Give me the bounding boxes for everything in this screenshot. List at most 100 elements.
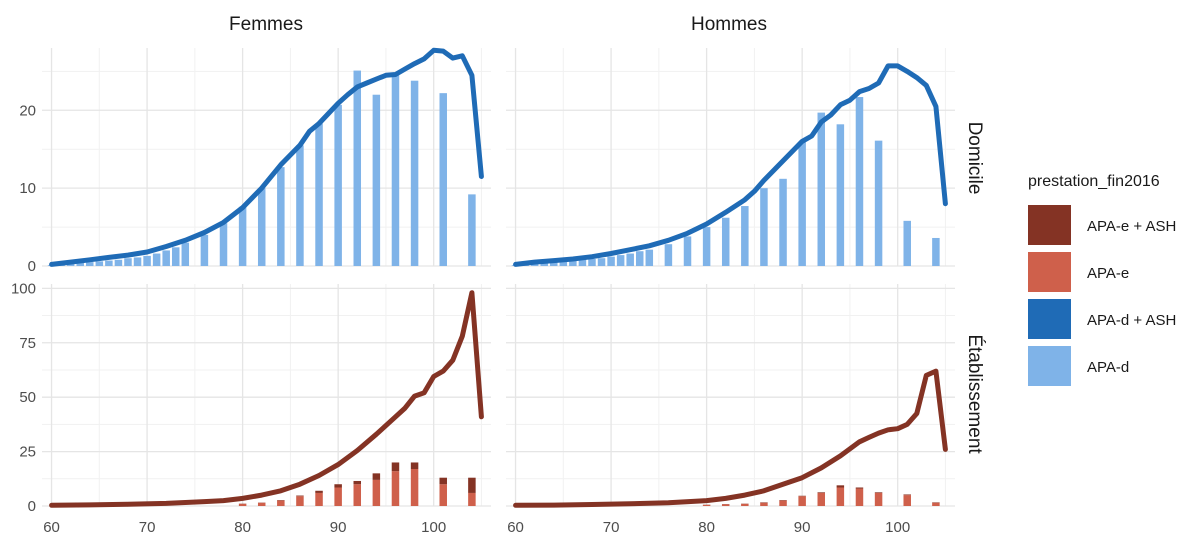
bar xyxy=(200,234,209,266)
bar xyxy=(683,236,692,266)
bar-top xyxy=(855,487,864,489)
bar xyxy=(817,112,826,266)
bar-top xyxy=(410,462,419,469)
bar xyxy=(296,496,304,506)
bar xyxy=(296,145,304,266)
bar-top xyxy=(468,477,476,493)
bar xyxy=(315,123,323,267)
bar-top xyxy=(439,477,447,485)
y-tick-label: 0 xyxy=(28,498,36,515)
bar xyxy=(114,259,123,266)
bar xyxy=(124,258,132,266)
legend-label: APA-e + ASH xyxy=(1087,218,1176,235)
bar xyxy=(597,258,606,266)
bar xyxy=(779,178,787,266)
bar xyxy=(372,479,381,506)
bar xyxy=(468,492,476,506)
bar xyxy=(721,217,730,266)
bar xyxy=(836,124,845,266)
bar xyxy=(798,142,806,266)
bar xyxy=(932,502,940,506)
bar xyxy=(550,262,558,266)
legend-swatch xyxy=(1028,252,1071,292)
bar xyxy=(105,260,113,266)
bar xyxy=(86,262,94,266)
bar xyxy=(932,237,940,266)
bar xyxy=(540,262,548,266)
facet-strip-femmes: Femmes xyxy=(229,14,303,35)
legend-swatch xyxy=(1028,205,1071,245)
bar xyxy=(334,104,342,266)
bar xyxy=(836,487,845,506)
bar xyxy=(353,70,362,266)
legend-label: APA-d xyxy=(1087,359,1129,376)
bar xyxy=(588,258,596,266)
x-tick-label: 100 xyxy=(421,519,446,536)
legend-label: APA-e xyxy=(1087,265,1129,282)
x-tick-label: 100 xyxy=(885,519,910,536)
bar xyxy=(874,140,883,266)
bar xyxy=(66,263,75,266)
bar xyxy=(410,469,419,506)
bar xyxy=(181,242,190,266)
bar xyxy=(439,93,447,267)
legend-swatch xyxy=(1028,299,1071,339)
facet-strip-etablissement: Établissement xyxy=(964,334,985,454)
bar xyxy=(578,259,587,266)
bar xyxy=(277,167,285,266)
bar xyxy=(760,188,768,266)
panel-femmes-etablissement: 0 25 50 75 100 60 70 80 90 100 xyxy=(11,280,491,536)
bar-top xyxy=(817,492,826,493)
x-tick-label: 90 xyxy=(330,519,347,536)
bar xyxy=(635,251,644,266)
series-line xyxy=(513,368,948,508)
panel-hommes-domicile xyxy=(506,48,955,267)
x-tick-label: 60 xyxy=(43,519,60,536)
bar xyxy=(855,97,864,266)
facet-strip-hommes: Hommes xyxy=(691,14,767,35)
legend-items: APA-e + ASH APA-e APA-d + ASH APA-d xyxy=(1028,205,1176,386)
bar-top xyxy=(353,480,362,485)
bar xyxy=(171,247,180,266)
bar-top xyxy=(903,494,911,496)
x-tick-label: 90 xyxy=(794,519,811,536)
bar xyxy=(257,188,266,266)
bar-top xyxy=(315,490,323,493)
series-line xyxy=(513,63,948,267)
y-tick-label: 50 xyxy=(19,389,36,406)
bar xyxy=(569,260,577,266)
bar xyxy=(152,253,161,266)
legend-label: APA-d + ASH xyxy=(1087,312,1176,329)
bar-top xyxy=(391,462,400,472)
bar xyxy=(741,503,749,506)
bar-top xyxy=(836,485,845,488)
panel-hommes-etablissement: 60 70 80 90 100 xyxy=(506,284,955,536)
x-tick-label: 70 xyxy=(139,519,156,536)
bar xyxy=(372,94,381,266)
bar xyxy=(238,503,247,506)
bar xyxy=(645,249,654,266)
bar xyxy=(219,223,228,266)
bar xyxy=(817,492,826,506)
bar xyxy=(559,261,568,266)
bar xyxy=(410,80,419,266)
bar xyxy=(874,492,883,506)
bar xyxy=(238,206,247,266)
bar xyxy=(143,255,151,266)
legend-swatch xyxy=(1028,346,1071,386)
bar-top xyxy=(334,484,342,488)
bar xyxy=(607,256,615,266)
panels-layer: 0 10 20 0 25 50 75 100 60 70 80 90 100 60 70 80 90 100 xyxy=(11,47,955,536)
bar xyxy=(257,502,266,506)
bar xyxy=(721,504,730,506)
bar xyxy=(779,500,787,506)
bar xyxy=(760,502,768,506)
bar xyxy=(277,500,285,506)
panel-femmes-domicile: 0 10 20 xyxy=(19,47,491,275)
bar xyxy=(353,484,362,506)
facet-strip-domicile: Domicile xyxy=(964,122,985,195)
bar xyxy=(334,487,342,506)
series-line xyxy=(49,47,484,267)
y-tick-label: 75 xyxy=(19,335,36,352)
